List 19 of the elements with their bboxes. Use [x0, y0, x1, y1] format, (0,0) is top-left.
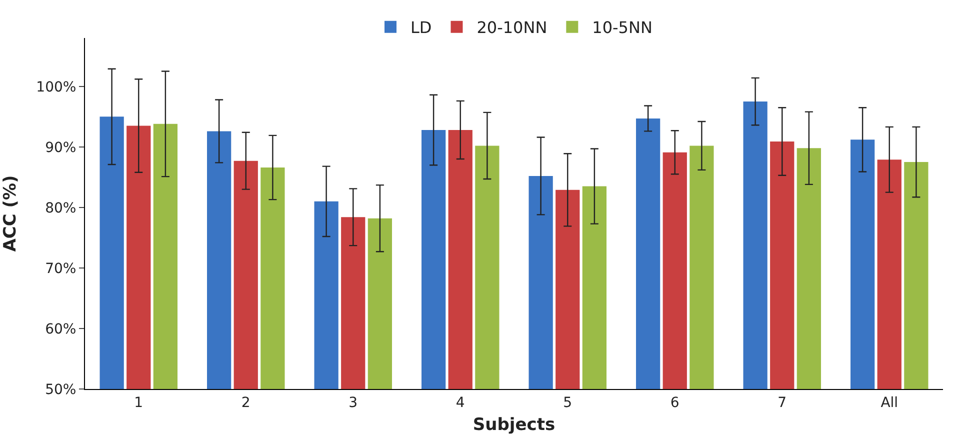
x-tick-label: All — [880, 394, 898, 411]
y-tick-label: 50% — [45, 382, 76, 398]
x-tick-label: 1 — [134, 394, 144, 411]
x-tick-label: 3 — [348, 394, 358, 411]
y-tick-label: 80% — [45, 200, 76, 216]
x-tick-label: 7 — [778, 394, 787, 411]
y-tick-label: 90% — [45, 140, 76, 156]
y-tick-label: 70% — [45, 260, 76, 277]
x-tick-label: 4 — [456, 394, 465, 411]
x-tick-label: 2 — [241, 394, 250, 411]
x-tick-label: 5 — [563, 394, 572, 411]
y-tick-label: 100% — [36, 79, 76, 96]
x-axis-title: Subjects — [472, 415, 556, 436]
legend-label: LD — [410, 18, 432, 38]
legend-label: 10-5NN — [592, 18, 652, 38]
y-tick-label: 60% — [45, 321, 76, 338]
legend-label: 20-10NN — [476, 18, 548, 38]
y-axis-title: ACC (%) — [0, 175, 21, 252]
x-tick-label: 6 — [670, 394, 680, 411]
